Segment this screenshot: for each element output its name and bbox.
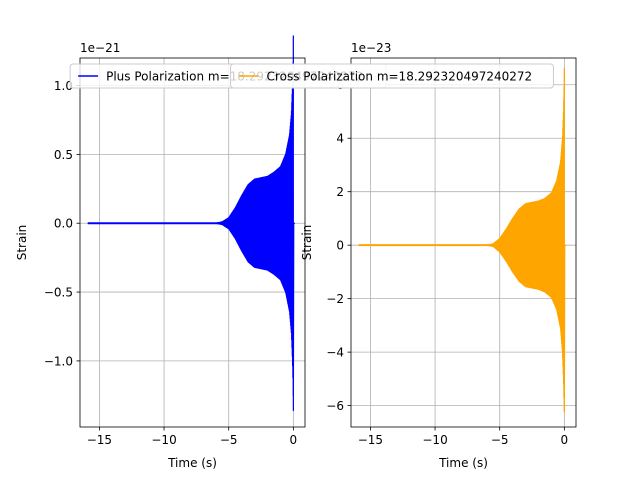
y-tick-label: −4: [326, 346, 344, 360]
x-tick-label: −10: [422, 433, 447, 447]
y-tick-label: 0.5: [54, 148, 73, 162]
x-tick-label: −15: [87, 433, 112, 447]
axes-frame: [350, 57, 577, 428]
y-tick-label: −6: [326, 399, 344, 413]
x-axis-label: Time (s): [438, 456, 488, 470]
y-tick-label: 1.0: [54, 79, 73, 93]
y-tick-label: 2: [336, 185, 344, 199]
waveform-line: [358, 68, 566, 413]
y-tick-label: 0: [336, 239, 344, 253]
y-tick-label: −1.0: [44, 354, 73, 368]
y-tick-label: −2: [326, 292, 344, 306]
y-tick-label: 4: [336, 132, 344, 146]
x-tick-label: 0: [561, 433, 569, 447]
legend-box: [230, 63, 554, 89]
y-axis-label: Strain: [300, 225, 314, 261]
x-tick-label: −5: [220, 433, 238, 447]
x-tick-label: −15: [358, 433, 383, 447]
y-axis-label: Strain: [15, 225, 29, 261]
legend-label: Cross Polarization m=18.292320497240272: [267, 70, 533, 84]
x-axis-label: Time (s): [167, 456, 217, 470]
waveform-line: [87, 35, 295, 412]
legend: Cross Polarization m=18.292320497240272: [230, 63, 554, 89]
y-tick-label: 0.0: [54, 217, 73, 231]
offset-label: 1e−23: [351, 41, 391, 55]
y-tick-label: −0.5: [44, 286, 73, 300]
axes-frame: [79, 57, 306, 428]
plus-polarization-panel: −15 −10 −5 0 −1.0 −0.5 0.0 0.5 1.0 1e−21 Time (s) S…: [15, 35, 306, 470]
offset-label: 1e−21: [80, 41, 120, 55]
x-tick-label: −10: [151, 433, 176, 447]
x-tick-label: 0: [290, 433, 298, 447]
x-tick-label: −5: [491, 433, 509, 447]
